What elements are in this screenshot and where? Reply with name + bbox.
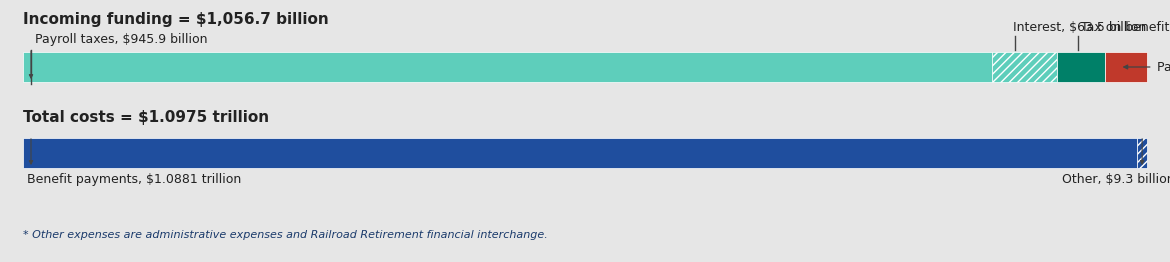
Text: Payroll taxes, $945.9 billion: Payroll taxes, $945.9 billion <box>35 33 207 46</box>
Bar <box>23 138 1137 168</box>
Text: Benefit payments, $1.0881 trillion: Benefit payments, $1.0881 trillion <box>27 173 241 186</box>
Bar <box>992 52 1057 82</box>
Text: Interest, $63.5 billion: Interest, $63.5 billion <box>1012 21 1145 34</box>
Text: Other, $9.3 billion*: Other, $9.3 billion* <box>1062 173 1170 186</box>
Text: Total costs = $1.0975 trillion: Total costs = $1.0975 trillion <box>23 110 269 125</box>
Bar <box>1104 52 1147 82</box>
Text: Incoming funding = $1,056.7 billion: Incoming funding = $1,056.7 billion <box>23 12 329 27</box>
Bar <box>1137 138 1147 168</box>
Bar <box>1057 52 1104 82</box>
Text: Tax on benefits, $47.1 billion: Tax on benefits, $47.1 billion <box>1081 21 1170 34</box>
Bar <box>23 52 992 82</box>
Text: * Other expenses are administrative expenses and Railroad Retirement financial i: * Other expenses are administrative expe… <box>23 230 548 240</box>
Text: Paid from surplus fund, $40.7 billion: Paid from surplus fund, $40.7 billion <box>1157 61 1170 74</box>
